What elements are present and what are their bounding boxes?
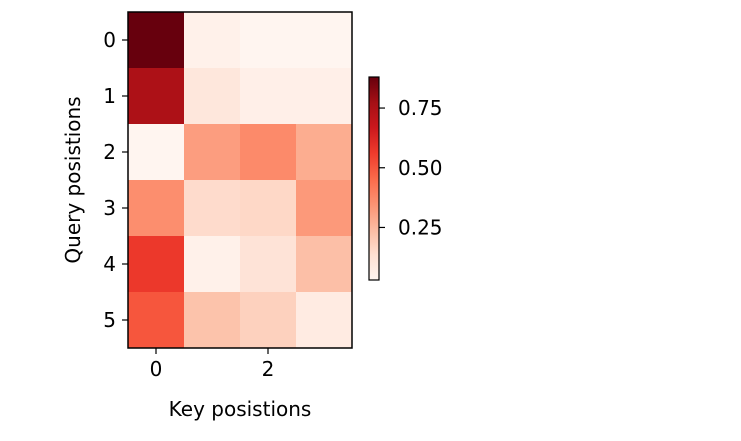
heatmap-cell xyxy=(128,236,185,293)
heatmap-cell xyxy=(296,180,353,237)
heatmap-cell xyxy=(240,180,297,237)
heatmap-cell xyxy=(240,68,297,125)
y-axis-label: Query posistions xyxy=(61,96,85,263)
x-tick-label: 0 xyxy=(150,357,163,381)
heatmap-cell xyxy=(184,292,241,349)
y-tick-label: 3 xyxy=(103,196,116,220)
y-tick-label: 2 xyxy=(103,140,116,164)
heatmap-cells xyxy=(128,12,353,349)
heatmap-cell xyxy=(296,292,353,349)
colorbar xyxy=(368,76,380,281)
heatmap-cell xyxy=(184,68,241,125)
heatmap-cell xyxy=(240,124,297,181)
heatmap-cell xyxy=(184,12,241,69)
colorbar-tick-label: 0.50 xyxy=(398,156,443,180)
y-tick-label: 0 xyxy=(103,28,116,52)
heatmap-cell xyxy=(240,12,297,69)
heatmap-cell xyxy=(240,236,297,293)
x-axis-label: Key posistions xyxy=(169,397,312,421)
colorbar-tick-label: 0.25 xyxy=(398,215,443,239)
plot-frame xyxy=(127,11,353,349)
heatmap-cell xyxy=(184,180,241,237)
heatmap-cell xyxy=(128,292,185,349)
heatmap-cell xyxy=(296,12,353,69)
heatmap-cell xyxy=(296,236,353,293)
heatmap-cell xyxy=(128,180,185,237)
y-tick-label: 5 xyxy=(103,308,116,332)
heatmap-cell xyxy=(128,124,185,181)
colorbar-tick-label: 0.75 xyxy=(398,96,443,120)
heatmap-cell xyxy=(184,124,241,181)
y-tick-label: 1 xyxy=(103,84,116,108)
heatmap-cell xyxy=(128,12,185,69)
y-tick-label: 4 xyxy=(103,252,116,276)
heatmap-cell xyxy=(296,124,353,181)
heatmap-cell xyxy=(296,68,353,125)
y-axis-ticks: 0 1 2 3 4 5 xyxy=(103,28,128,332)
x-tick-label: 2 xyxy=(262,357,275,381)
colorbar-ticks: 0.25 0.50 0.75 xyxy=(379,96,443,239)
heatmap-cell xyxy=(240,292,297,349)
heatmap-cell xyxy=(184,236,241,293)
heatmap-cell xyxy=(128,68,185,125)
